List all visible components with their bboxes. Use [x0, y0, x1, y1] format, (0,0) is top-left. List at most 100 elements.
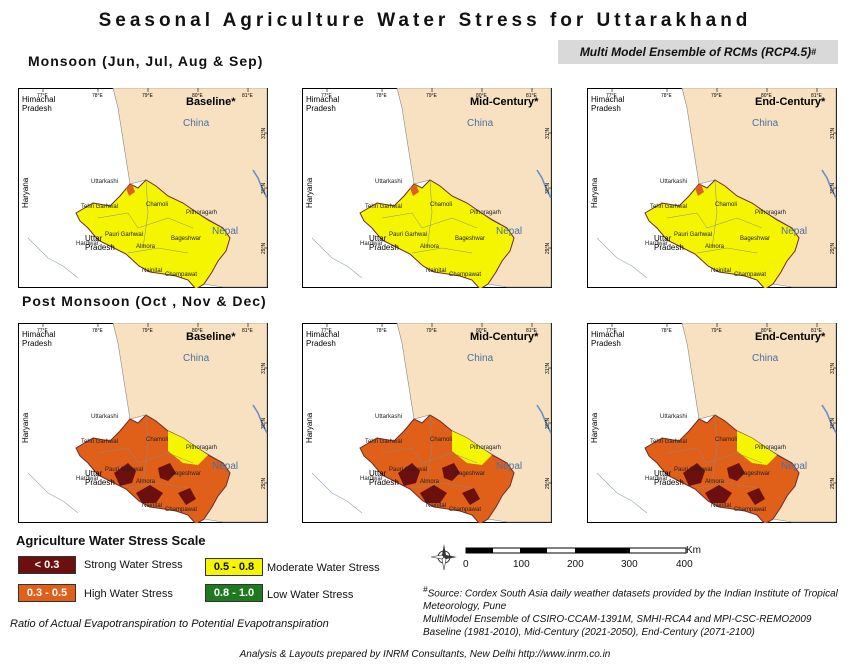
legend-range-moderate: 0.5 - 0.8 — [213, 561, 255, 573]
svg-text:29°N: 29°N — [545, 477, 551, 489]
svg-text:Bageshwar: Bageshwar — [455, 236, 485, 242]
uttarakhand-region — [359, 179, 515, 288]
svg-text:78°E: 78°E — [661, 328, 673, 334]
strong-stress-zone — [114, 463, 136, 486]
svg-text:Himachal: Himachal — [591, 95, 625, 104]
svg-text:Pradesh: Pradesh — [22, 339, 52, 348]
svg-text:Himachal: Himachal — [22, 95, 56, 104]
source-line-3: Baseline (1981-2010), Mid-Century (2021-… — [423, 627, 755, 639]
svg-text:Chamoli: Chamoli — [146, 202, 168, 208]
svg-text:Uttar: Uttar — [369, 234, 387, 243]
svg-text:31°N: 31°N — [261, 127, 267, 139]
period-label: Mid-Century* — [470, 96, 539, 108]
svg-text:Hardwar: Hardwar — [645, 476, 668, 482]
svg-text:Uttar: Uttar — [85, 469, 103, 478]
svg-text:Uttarkashi: Uttarkashi — [375, 414, 402, 420]
svg-text:Uttar: Uttar — [85, 234, 103, 243]
legend-label-moderate: Moderate Water Stress — [267, 562, 380, 574]
svg-text:Nepal: Nepal — [212, 226, 238, 237]
svg-text:Pithoragarh: Pithoragarh — [755, 210, 786, 216]
svg-text:78°E: 78°E — [661, 93, 673, 99]
strong-stress-zone — [747, 488, 765, 505]
svg-text:Nainital: Nainital — [711, 268, 731, 274]
svg-text:80°E: 80°E — [192, 328, 204, 334]
map-panel-post_monsoon-4: 77°E 78°E 79°E 80°E 81°E 31°N 30°N 29°N Himachal… — [302, 323, 552, 523]
svg-text:Nepal: Nepal — [781, 226, 807, 237]
svg-text:77°E: 77°E — [321, 328, 333, 334]
period-label: Baseline* — [186, 96, 236, 108]
legend-range-high: 0.3 - 0.5 — [26, 587, 68, 599]
svg-text:Nepal: Nepal — [781, 461, 807, 472]
svg-text:Tehri Garhwal: Tehri Garhwal — [650, 439, 687, 445]
svg-text:79°E: 79°E — [426, 328, 438, 334]
svg-text:Pithoragarh: Pithoragarh — [186, 210, 217, 216]
svg-text:Bageshwar: Bageshwar — [740, 236, 770, 242]
svg-text:Pithoragarh: Pithoragarh — [186, 445, 217, 451]
legend-range-low: 0.8 - 1.0 — [213, 587, 255, 599]
svg-text:30°N: 30°N — [545, 417, 551, 429]
svg-text:78°E: 78°E — [92, 328, 104, 334]
svg-text:China: China — [183, 118, 210, 129]
svg-text:Almora: Almora — [705, 479, 725, 485]
ensemble-box: Multi Model Ensemble of RCMs (RCP4.5) # — [558, 40, 838, 64]
period-label: Mid-Century* — [470, 331, 539, 343]
svg-text:Uttarkashi: Uttarkashi — [91, 179, 118, 185]
svg-text:Pradesh: Pradesh — [591, 339, 621, 348]
strong-stress-zone — [442, 463, 460, 481]
svg-text:Himachal: Himachal — [591, 330, 625, 339]
map-panel-monsoon-1: 77°E 78°E 79°E 80°E 81°E 31°N 30°N 29°N Himachal… — [302, 88, 552, 288]
map-title: Seasonal Agriculture Water Stress for Ut… — [98, 10, 752, 31]
svg-text:Almora: Almora — [136, 479, 156, 485]
svg-text:81°E: 81°E — [242, 93, 254, 99]
scale-tick-200: 200 — [567, 559, 584, 570]
svg-text:Uttarkashi: Uttarkashi — [660, 179, 687, 185]
svg-text:Tehri Garhwal: Tehri Garhwal — [81, 204, 118, 210]
map-panel-post_monsoon-5: 77°E 78°E 79°E 80°E 81°E 31°N 30°N 29°N Himachal… — [587, 323, 837, 523]
svg-text:31°N: 31°N — [261, 362, 267, 374]
legend-range-strong: < 0.3 — [34, 559, 60, 571]
svg-text:Bageshwar: Bageshwar — [740, 471, 770, 477]
svg-text:Himachal: Himachal — [22, 330, 56, 339]
svg-text:81°E: 81°E — [811, 328, 823, 334]
svg-text:30°N: 30°N — [545, 182, 551, 194]
strong-stress-zone — [398, 463, 420, 486]
svg-text:Bageshwar: Bageshwar — [171, 236, 201, 242]
svg-text:30°N: 30°N — [261, 182, 267, 194]
svg-text:Haryana: Haryana — [21, 177, 30, 208]
svg-text:Pradesh: Pradesh — [306, 339, 336, 348]
svg-text:Chamoli: Chamoli — [715, 202, 737, 208]
svg-text:Pauri Garhwal: Pauri Garhwal — [674, 232, 712, 238]
svg-text:77°E: 77°E — [606, 93, 618, 99]
svg-text:77°E: 77°E — [606, 328, 618, 334]
svg-text:31°N: 31°N — [545, 362, 551, 374]
svg-text:Uttar: Uttar — [654, 234, 672, 243]
svg-text:Pradesh: Pradesh — [22, 104, 52, 113]
legend-label-low: Low Water Stress — [267, 589, 354, 601]
svg-text:Nainital: Nainital — [142, 268, 162, 274]
svg-text:Bageshwar: Bageshwar — [455, 471, 485, 477]
period-label: End-Century* — [755, 96, 826, 108]
svg-text:Almora: Almora — [420, 479, 440, 485]
legend-title: Agriculture Water Stress Scale — [16, 533, 206, 548]
svg-text:Nepal: Nepal — [496, 226, 522, 237]
svg-text:Pauri Garhwal: Pauri Garhwal — [389, 467, 427, 473]
legend-swatch-strong: < 0.3 — [18, 556, 76, 574]
svg-text:Chamoli: Chamoli — [430, 202, 452, 208]
map-panel-post_monsoon-3: 77°E 78°E 79°E 80°E 81°E 31°N 30°N 29°N Himachal… — [18, 323, 268, 523]
svg-text:29°N: 29°N — [830, 477, 836, 489]
legend-swatch-moderate: 0.5 - 0.8 — [205, 558, 263, 576]
period-label: End-Century* — [755, 331, 826, 343]
strong-stress-zone — [178, 488, 196, 505]
svg-text:81°E: 81°E — [526, 328, 538, 334]
svg-text:Uttarkashi: Uttarkashi — [660, 414, 687, 420]
svg-text:China: China — [183, 353, 210, 364]
svg-text:Pradesh: Pradesh — [654, 243, 684, 252]
svg-text:77°E: 77°E — [37, 93, 49, 99]
svg-text:81°E: 81°E — [242, 328, 254, 334]
svg-text:Pauri Garhwal: Pauri Garhwal — [389, 232, 427, 238]
svg-text:Pradesh: Pradesh — [654, 478, 684, 487]
map-panel-monsoon-0: 77°E 78°E 79°E 80°E 81°E 31°N 30°N 29°N Himachal… — [18, 88, 268, 288]
strong-stress-zone — [705, 485, 732, 503]
scale-bar — [465, 547, 687, 554]
svg-text:Hardwar: Hardwar — [76, 241, 99, 247]
